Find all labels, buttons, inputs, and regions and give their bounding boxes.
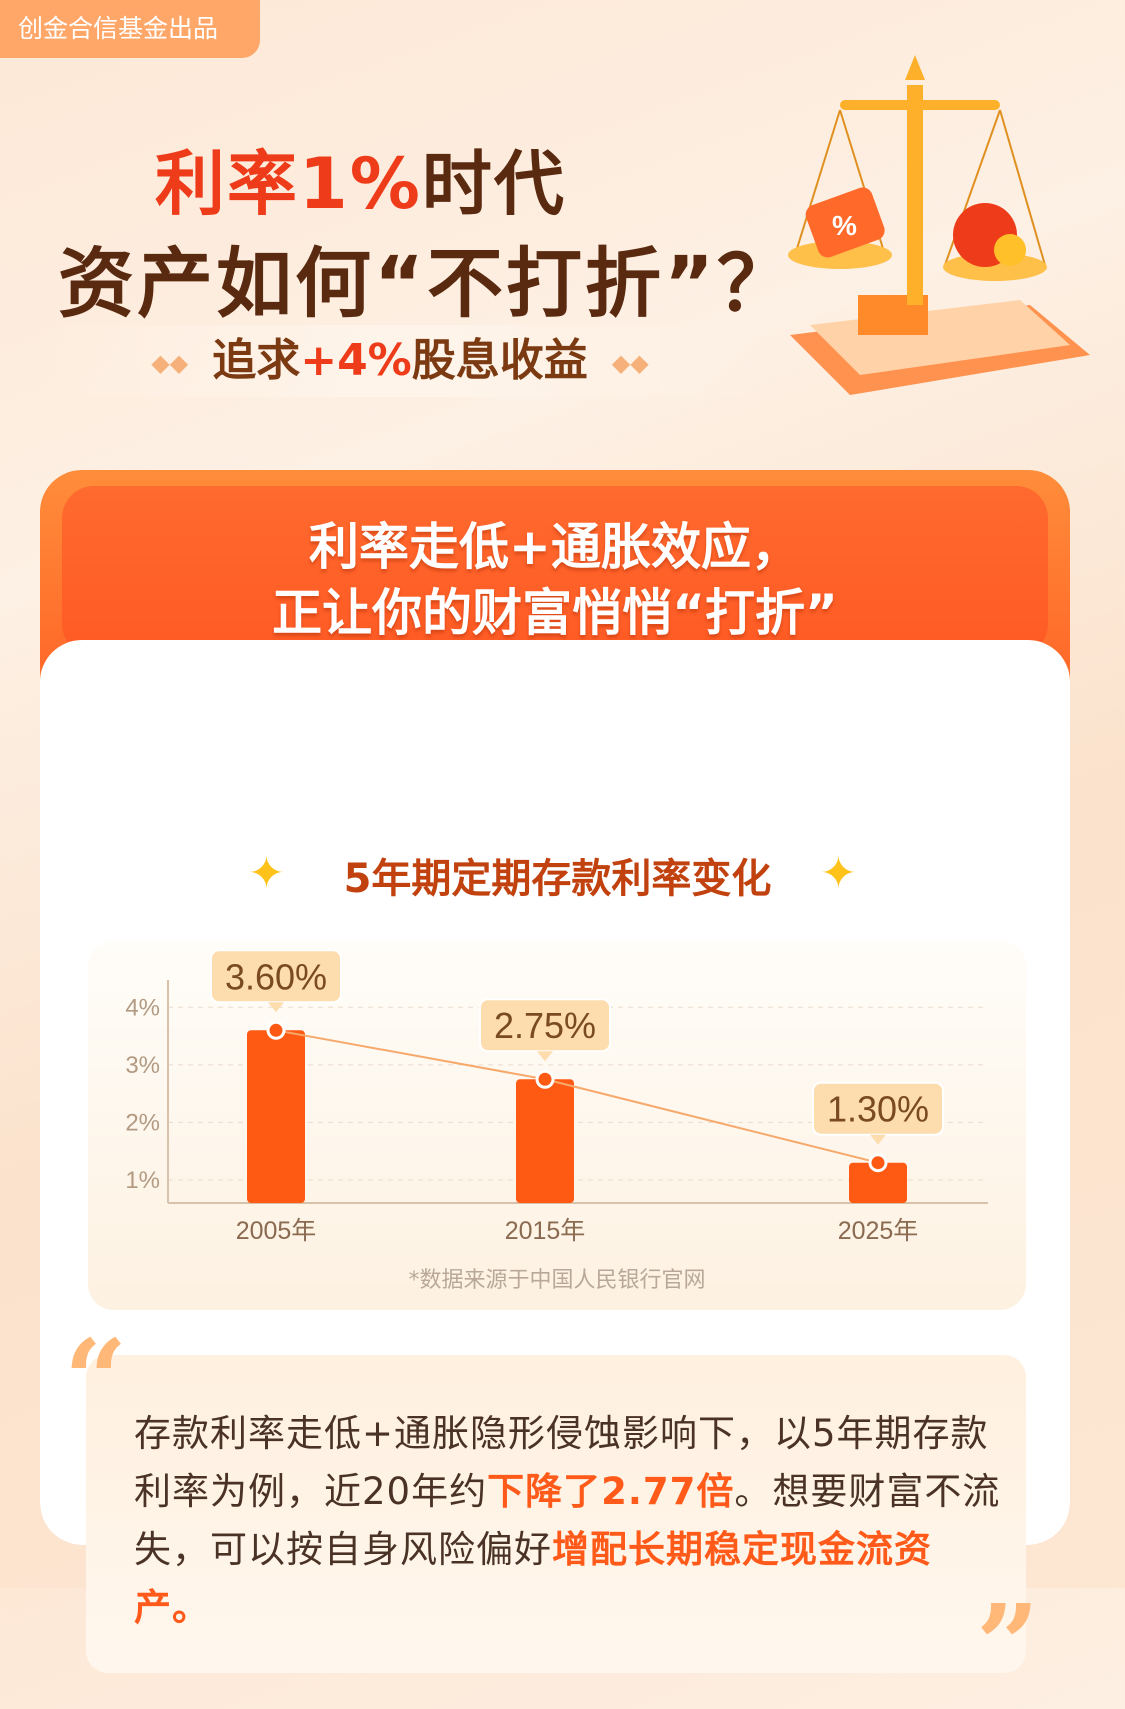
data-point [868, 1153, 888, 1173]
subtitle-part: 股息收益 [411, 335, 588, 386]
quote-part: 。想要财富不流失，可以按自身风险偏好 [134, 1470, 1001, 1571]
x-tick-label: 2015年 [505, 1217, 586, 1245]
section-heading-line-2: 正让你的财富悄悄“打折” [272, 584, 838, 642]
y-tick-label: 4% [125, 994, 160, 1021]
quote-part: 存款利率走低+通胀隐形侵蚀影响下，以5年期存款利率为例，近20年约 [134, 1412, 989, 1513]
title-part: 1% [299, 143, 422, 225]
subtitle-part: +4% [300, 335, 412, 386]
data-point [535, 1069, 555, 1089]
diamond-icon: ◆◆ [611, 349, 649, 377]
y-tick-label: 3% [125, 1052, 160, 1079]
x-tick-label: 2025年 [838, 1217, 919, 1245]
x-tick-label: 2005年 [236, 1217, 317, 1245]
subtitle-part: 追求 [212, 335, 301, 386]
chart-area: 1% 2% 3% 4% 2005年 2015年 2025年 3.60% 2.75% 1.30% *… [88, 940, 1026, 1310]
title-line-2: 资产如何“不打折”？ [58, 239, 796, 328]
source-note: *数据来源于中国人民银行官网 [408, 1268, 706, 1293]
data-point [266, 1020, 286, 1040]
data-label-pointer [268, 1002, 284, 1013]
sparkle-icon: ✦ [820, 848, 857, 899]
data-label: 1.30% [827, 1089, 929, 1130]
quote-part: 。 [172, 1586, 210, 1629]
publisher-badge: 创金合信基金出品 [0, 0, 260, 58]
data-label-pointer [870, 1134, 886, 1145]
bar [247, 1030, 305, 1203]
bar [849, 1162, 907, 1203]
data-label-bubble [812, 1081, 944, 1136]
title-part: 时代 [421, 143, 566, 225]
section-heading: 利率走低+通胀效应， 正让你的财富悄悄“打折” [62, 486, 1048, 656]
content-card: 利率走低+通胀效应， 正让你的财富悄悄“打折” ✦ 5年期定期存款利率变化 ✦ … [40, 470, 1070, 1709]
y-tick-label: 1% [125, 1167, 160, 1194]
svg-text:%: % [832, 210, 857, 241]
diamond-icon: ◆◆ [151, 349, 189, 377]
balance-scale-illustration: % [788, 55, 1090, 395]
chart-title: 5年期定期存款利率变化 [310, 846, 805, 906]
section-heading-line-1: 利率走低+通胀效应， [309, 518, 801, 576]
bar-chart: 1% 2% 3% 4% 2005年 2015年 2025年 3.60% 2.75% 1.30% [125, 949, 988, 1245]
title-line-1: 利率1%时代 [155, 128, 566, 229]
bar [516, 1079, 574, 1203]
data-label: 2.75% [494, 1005, 596, 1046]
chart-title-text: 5年期定期存款利率变化 [343, 856, 772, 902]
quote-text: 存款利率走低+通胀隐形侵蚀影响下，以5年期存款利率为例，近20年约下降了2.77… [134, 1405, 1004, 1637]
data-label-pointer [537, 1051, 553, 1062]
open-quote-icon: “ [64, 1315, 128, 1444]
title-part: 利率 [155, 143, 299, 225]
chart-panel: ✦ 5年期定期存款利率变化 ✦ 1% 2% 3% 4% 2005年 2015年 2025年 3… [40, 640, 1070, 1709]
quote-box: “ 存款利率走低+通胀隐形侵蚀影响下，以5年期存款利率为例，近20年约下降了2.… [64, 1315, 1039, 1709]
close-quote-icon: ” [976, 1580, 1040, 1709]
sparkle-icon: ✦ [248, 848, 285, 899]
quote-highlight: 下降了2.77倍 [487, 1470, 735, 1513]
subtitle: ◆◆ 追求+4%股息收益 ◆◆ [40, 325, 760, 397]
y-tick-label: 2% [125, 1109, 160, 1136]
data-label: 3.60% [225, 956, 327, 997]
